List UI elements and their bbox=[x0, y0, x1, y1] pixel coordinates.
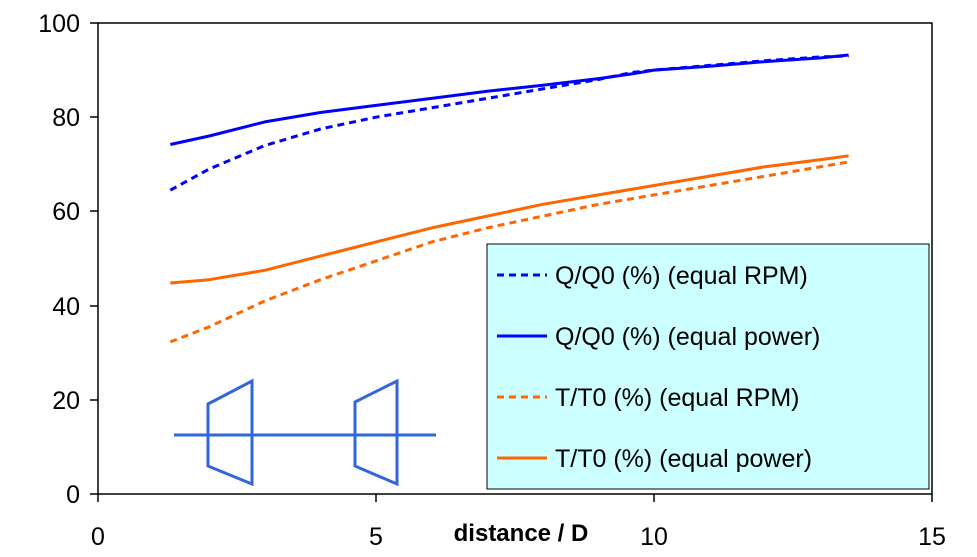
y-tick-label: 80 bbox=[52, 104, 80, 132]
x-tick-label: 10 bbox=[640, 523, 668, 551]
series-line-4 bbox=[170, 154, 849, 285]
x-tick-label: 15 bbox=[918, 523, 946, 551]
series-line-2 bbox=[169, 53, 849, 146]
y-tick-label: 100 bbox=[38, 10, 80, 38]
y-tick-label: 60 bbox=[52, 198, 80, 226]
legend-label: Q/Q0 (%) (equal RPM) bbox=[555, 262, 808, 290]
duct-propeller-icon bbox=[174, 378, 436, 487]
legend: Q/Q0 (%) (equal RPM) Q/Q0 (%) (equal powe… bbox=[486, 243, 930, 490]
legend-label: T/T0 (%) (equal power) bbox=[555, 445, 812, 473]
propeller-left-shape bbox=[206, 378, 254, 487]
y-tick-label: 0 bbox=[66, 481, 80, 509]
x-axis-title: distance / D bbox=[454, 520, 589, 547]
propeller-right-shape bbox=[353, 378, 399, 487]
x-axis: 0 5 10 15 distance / D bbox=[91, 494, 946, 551]
y-axis: 0 20 40 60 80 100 bbox=[38, 10, 98, 509]
series-line-3 bbox=[169, 160, 849, 344]
legend-label: T/T0 (%) (equal RPM) bbox=[555, 384, 799, 412]
x-tick-label: 5 bbox=[369, 523, 383, 551]
legend-label: Q/Q0 (%) (equal power) bbox=[555, 323, 820, 351]
y-tick-label: 20 bbox=[52, 387, 80, 415]
y-tick-label: 40 bbox=[52, 293, 80, 321]
x-tick-label: 0 bbox=[91, 523, 105, 551]
legend-box bbox=[486, 243, 930, 490]
series-group bbox=[169, 53, 849, 344]
